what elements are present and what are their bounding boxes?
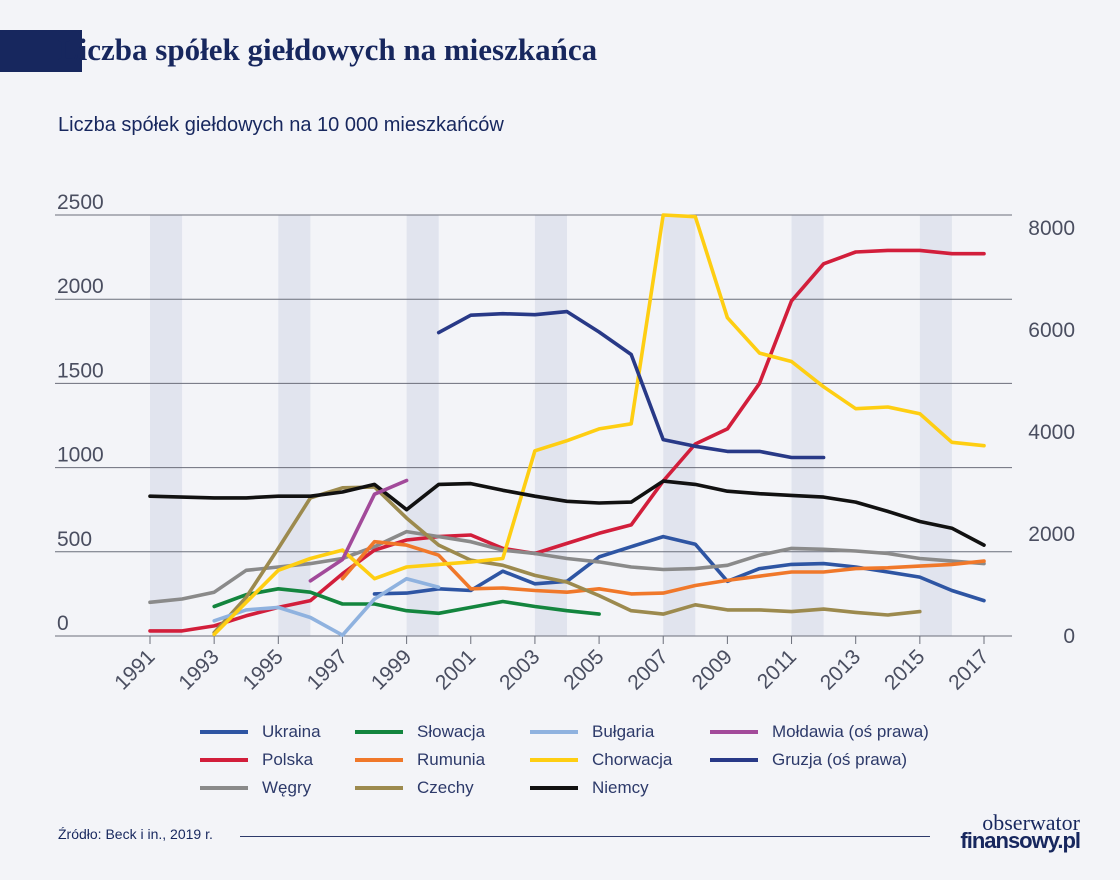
series-line-niemcy xyxy=(148,479,986,547)
brand-line2: finansowy.pl xyxy=(960,828,1081,853)
legend-item: Gruzja (oś prawa) xyxy=(710,750,907,770)
legend-swatch xyxy=(710,730,758,734)
legend-swatch xyxy=(200,786,248,790)
right-axis-tick-label: 0 xyxy=(1063,625,1075,648)
legend-item: Bułgaria xyxy=(530,722,654,742)
legend-label: Chorwacja xyxy=(592,750,673,769)
shaded-band xyxy=(534,215,567,636)
title-accent-bar xyxy=(0,30,82,72)
x-axis-tick-label: 2013 xyxy=(816,645,865,694)
right-axis-tick-label: 6000 xyxy=(1028,319,1075,342)
left-axis-tick-label: 1500 xyxy=(57,359,104,382)
legend-swatch xyxy=(200,730,248,734)
right-axis-tick-label: 8000 xyxy=(1028,217,1075,240)
legend-swatch xyxy=(200,758,248,762)
x-axis-tick-label: 1991 xyxy=(110,645,159,694)
left-axis-tick-label: 1000 xyxy=(57,444,104,467)
legend-label: Mołdawia (oś prawa) xyxy=(772,722,929,741)
x-axis-tick-label: 2015 xyxy=(880,645,929,694)
legend-item: Polska xyxy=(200,750,313,770)
x-axis-tick-label: 2011 xyxy=(753,645,801,693)
x-axis-tick-label: 2009 xyxy=(688,645,737,694)
legend-label: Węgry xyxy=(262,778,312,797)
x-axis-tick-label: 2017 xyxy=(944,645,993,694)
brand-line1: obserwator xyxy=(982,810,1080,835)
x-axis-tick-label: 1999 xyxy=(367,645,416,694)
left-axis-tick-label: 0 xyxy=(57,612,69,635)
line-chart: 0 500 1000 1500 2000 2500 0 2000 4000 6000 8000 199… xyxy=(55,191,1075,695)
x-axis-tick-label: 1995 xyxy=(239,645,288,694)
legend-item: Mołdawia (oś prawa) xyxy=(710,722,929,742)
left-axis-tick-label: 2000 xyxy=(57,275,104,298)
legend-item: Ukraina xyxy=(200,722,321,742)
left-axis-tick-label: 2500 xyxy=(57,191,104,214)
source-note: Źródło: Beck i in., 2019 r. xyxy=(58,826,213,842)
x-axis-tick-label: 1997 xyxy=(303,645,352,694)
source-divider xyxy=(240,836,930,837)
series-line-rumunia xyxy=(340,539,986,596)
legend-label: Niemcy xyxy=(592,778,649,797)
series-line-sowacja xyxy=(212,586,601,616)
legend-swatch xyxy=(710,758,758,762)
legend-item: Czechy xyxy=(355,778,474,798)
series-line-czechy xyxy=(212,485,922,635)
series-line-polska xyxy=(148,248,986,633)
series-line-bugaria xyxy=(212,576,441,638)
legend-label: Słowacja xyxy=(417,722,486,741)
legend-label: Rumunia xyxy=(417,750,486,769)
x-axis-tick-label: 2007 xyxy=(623,645,672,694)
legend-label: Gruzja (oś prawa) xyxy=(772,750,908,769)
right-axis-tick-label: 4000 xyxy=(1028,421,1075,444)
legend-item: Niemcy xyxy=(530,778,649,798)
legend-swatch xyxy=(530,758,578,762)
shaded-band xyxy=(919,215,952,636)
right-axis-tick-label: 2000 xyxy=(1028,523,1075,546)
legend-item: Rumunia xyxy=(355,750,485,770)
shaded-band xyxy=(278,215,311,636)
legend-item: Słowacja xyxy=(355,722,485,742)
legend-swatch xyxy=(530,786,578,790)
legend-label: Bułgaria xyxy=(592,722,655,741)
series-line-chorwacja xyxy=(212,213,986,637)
x-axis-tick-label: 2003 xyxy=(495,645,544,694)
x-axis-tick-label: 2005 xyxy=(559,645,608,694)
legend-swatch xyxy=(530,730,578,734)
shaded-band xyxy=(663,215,696,636)
series-line-modawia xyxy=(308,478,409,583)
page-title: Liczba spółek giełdowych na mieszkańca xyxy=(58,32,598,67)
legend-label: Polska xyxy=(262,750,314,769)
legend-label: Czechy xyxy=(417,778,474,797)
shaded-band xyxy=(150,215,183,636)
series-line-gruzja xyxy=(436,309,826,460)
x-axis-tick-label: 1993 xyxy=(174,645,223,694)
legend-swatch xyxy=(355,730,403,734)
chart-subtitle: Liczba spółek giełdowych na 10 000 miesz… xyxy=(58,114,504,136)
legend-item: Chorwacja xyxy=(530,750,672,770)
brand-logo: obserwator finansowy.pl xyxy=(930,810,1081,853)
left-axis-tick-label: 500 xyxy=(57,528,92,551)
legend-swatch xyxy=(355,758,403,762)
x-axis-tick-label: 2001 xyxy=(431,645,480,694)
shaded-band xyxy=(406,215,439,636)
legend-swatch xyxy=(355,786,403,790)
legend-item: Węgry xyxy=(200,778,311,798)
legend-label: Ukraina xyxy=(262,722,321,741)
